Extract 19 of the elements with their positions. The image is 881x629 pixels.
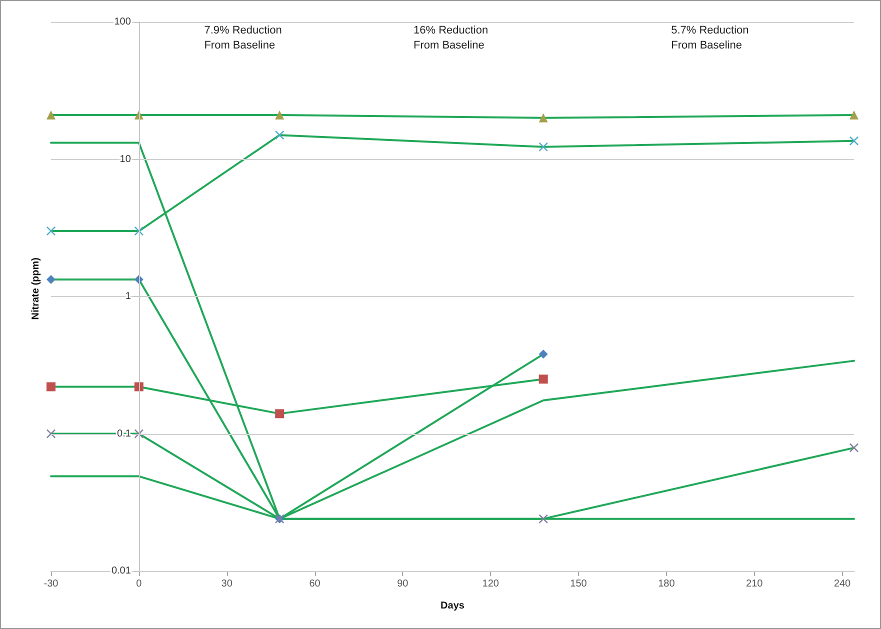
x-tick-label: 120 — [482, 578, 500, 590]
x-tick-label: 180 — [658, 578, 676, 590]
x-tick-label: 90 — [397, 578, 409, 590]
x-tick-label: 30 — [221, 578, 233, 590]
annotation: 7.9% Reduction From Baseline — [204, 24, 282, 52]
y-tick-label: 1 — [125, 291, 132, 302]
x-axis-title: Days — [440, 600, 465, 612]
annotation: 5.7% Reduction From Baseline — [671, 24, 749, 52]
y-tick-label: 10 — [120, 154, 132, 165]
y-tick-label: 0.01 — [111, 566, 132, 576]
x-tick-label: -30 — [44, 578, 59, 590]
x-tick-label: 240 — [834, 578, 852, 590]
x-tick-label: 0 — [136, 578, 142, 590]
y-axis-title: Nitrate (ppm) — [30, 257, 42, 320]
x-tick-label: 150 — [570, 578, 588, 590]
y-tick-label: 100 — [114, 16, 132, 28]
x-tick-label: 210 — [746, 578, 764, 590]
annotation: 16% Reduction From Baseline — [414, 24, 488, 52]
x-tick-label: 60 — [309, 578, 321, 590]
